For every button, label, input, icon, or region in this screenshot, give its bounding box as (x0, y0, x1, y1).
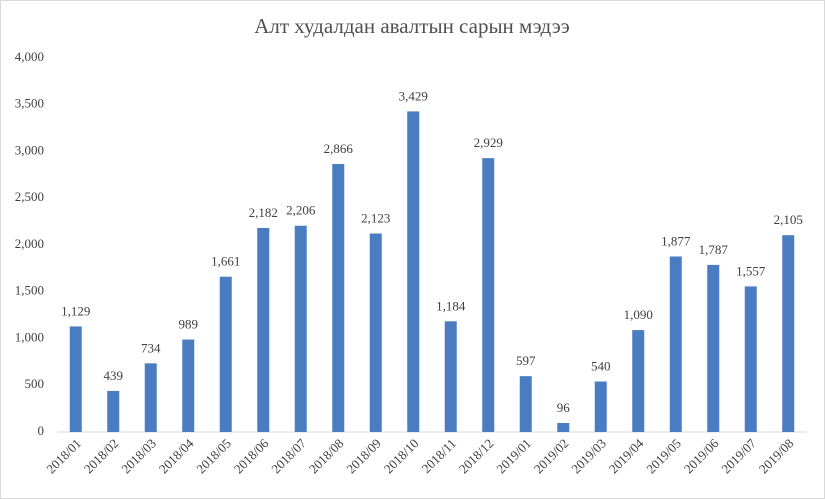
y-tick-label: 3,500 (15, 96, 44, 111)
value-label: 1,661 (211, 254, 240, 269)
y-tick-label: 1,500 (15, 283, 44, 298)
bar (257, 227, 270, 432)
value-label: 1,877 (661, 233, 691, 248)
value-label: 96 (557, 400, 571, 415)
bar (107, 390, 120, 432)
y-tick-label: 4,000 (15, 49, 44, 64)
bar (707, 264, 720, 432)
value-label: 597 (516, 353, 536, 368)
value-label: 2,929 (474, 135, 503, 150)
y-tick-label: 0 (38, 423, 45, 438)
bar (632, 330, 645, 432)
value-label: 439 (104, 368, 124, 383)
bar (407, 111, 420, 433)
value-label: 1,184 (436, 298, 466, 313)
value-label: 3,429 (399, 88, 428, 103)
y-tick-label: 2,500 (15, 189, 44, 204)
y-tick-label: 500 (25, 376, 45, 391)
value-label: 2,105 (774, 212, 803, 227)
value-label: 2,866 (324, 141, 354, 156)
bar (144, 363, 157, 432)
bar (332, 164, 345, 433)
bar (369, 233, 382, 432)
bar (482, 158, 495, 433)
bar (182, 339, 195, 432)
value-label: 734 (141, 340, 161, 355)
chart-title: Алт худалдан авалтын сарын мэдээ (254, 14, 570, 38)
value-label: 989 (179, 317, 199, 332)
bar (557, 423, 570, 432)
bar (294, 225, 307, 432)
value-label: 2,123 (361, 210, 390, 225)
bar (594, 381, 607, 432)
bar (219, 276, 232, 432)
value-label: 1,787 (699, 242, 729, 257)
value-label: 2,206 (286, 203, 316, 218)
bar (669, 256, 682, 432)
value-label: 1,129 (61, 303, 90, 318)
bar (519, 376, 532, 432)
y-tick-label: 1,000 (15, 329, 44, 344)
value-label: 540 (591, 358, 611, 373)
y-tick-label: 3,000 (15, 142, 44, 157)
y-tick-label: 2,000 (15, 236, 44, 251)
bar (744, 286, 757, 432)
value-label: 1,557 (736, 263, 766, 278)
value-label: 1,090 (624, 307, 653, 322)
value-label: 2,182 (249, 205, 278, 220)
bar (782, 235, 795, 432)
bar (69, 326, 82, 432)
bar (444, 321, 457, 432)
